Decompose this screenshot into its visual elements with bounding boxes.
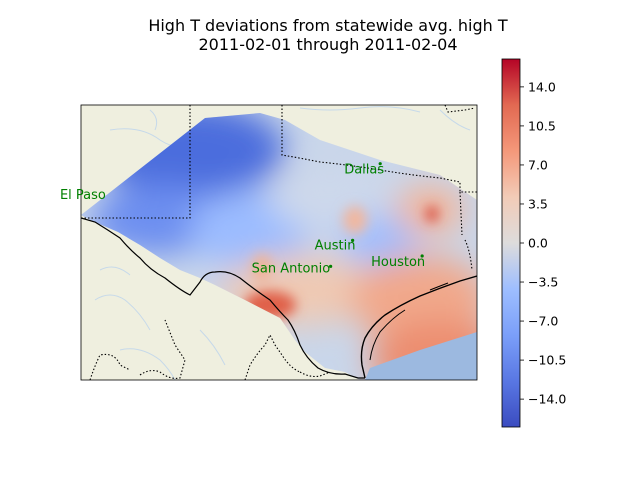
city-label-austin: Austin xyxy=(315,238,356,253)
city-label-houston: Houston xyxy=(371,255,425,270)
coastal-islands xyxy=(369,282,449,361)
city-labels: Dallas El Paso Austin Houston San Antonio xyxy=(60,162,425,276)
map xyxy=(81,105,477,380)
chart-subtitle: 2011-02-01 through 2011-02-04 xyxy=(198,35,457,54)
colorbar-tick-label: −7.0 xyxy=(528,314,558,329)
colorbar-tick-label: 14.0 xyxy=(528,79,556,94)
colorbar-tick-label: −3.5 xyxy=(528,275,558,290)
colorbar-tick-label: 10.5 xyxy=(528,118,556,133)
city-marker-dallas xyxy=(378,162,382,166)
us-mexico-border xyxy=(81,217,365,379)
city-marker-austin xyxy=(351,238,355,242)
city-label-san-antonio: San Antonio xyxy=(252,261,331,276)
colorbar: 14.0 10.5 7.0 3.5 0.0 −3.5 −7.0 −10.5 −14.0 xyxy=(501,58,566,428)
colorbar-tick-label: −10.5 xyxy=(528,353,566,368)
city-label-dallas: Dallas xyxy=(344,163,384,178)
colorbar-tick-label: 7.0 xyxy=(528,157,548,172)
city-label-el-paso: El Paso xyxy=(60,188,106,203)
gulf-of-mexico xyxy=(365,332,477,380)
map-frame xyxy=(80,104,478,381)
colorbar-tick-label: 3.5 xyxy=(528,196,548,211)
state-borders xyxy=(81,105,477,380)
city-marker-san-antonio xyxy=(329,264,333,268)
chart-title: High T deviations from statewide avg. hi… xyxy=(148,16,508,35)
colorbar-gradient xyxy=(502,59,520,427)
colorbar-tick-label: −14.0 xyxy=(528,392,566,407)
colorbar-ticks: 14.0 10.5 7.0 3.5 0.0 −3.5 −7.0 −10.5 −14.0 xyxy=(520,79,566,407)
gulf-coastline xyxy=(360,275,477,379)
colorbar-tick-label: 0.0 xyxy=(528,236,548,251)
rivers xyxy=(94,106,471,380)
city-marker-houston xyxy=(420,254,424,258)
